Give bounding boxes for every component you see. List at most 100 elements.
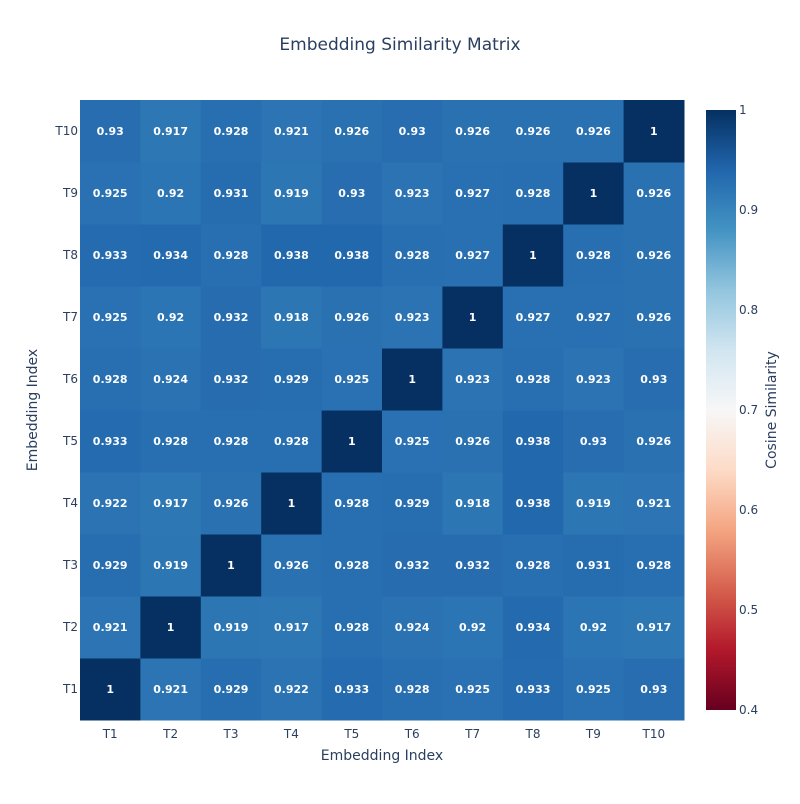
cell-value-label: 0.922	[93, 497, 128, 510]
cell-value-label: 1	[348, 435, 356, 448]
cell-value-label: 0.929	[93, 559, 128, 572]
cell-value-label: 0.93	[399, 125, 426, 138]
colorbar-tick-label: 0.7	[739, 403, 758, 417]
heatmap-cells	[80, 100, 685, 721]
heatmap-cell-T5-T5	[321, 410, 383, 473]
colorbar-tick-label: 0.5	[739, 603, 758, 617]
cell-value-label: 0.921	[93, 621, 128, 634]
cell-value-label: 0.938	[516, 497, 551, 510]
cell-value-label: 0.927	[455, 187, 490, 200]
heatmap-cell-T9-T3	[200, 162, 262, 225]
heatmap-cell-T7-T9	[563, 286, 625, 349]
heatmap-cell-T1-T5	[321, 658, 383, 721]
cell-value-label: 0.926	[636, 187, 671, 200]
cell-value-label: 0.919	[576, 497, 611, 510]
heatmap-cell-T4-T10	[623, 472, 685, 535]
heatmap-cell-T9-T5	[321, 162, 383, 225]
heatmap-cell-T4-T9	[563, 472, 625, 535]
cell-value-label: 0.926	[516, 125, 551, 138]
heatmap-cell-T10-T6	[382, 100, 443, 163]
heatmap-cell-T3-T10	[623, 534, 685, 597]
cell-value-label: 0.931	[214, 187, 249, 200]
y-tick-label: T9	[62, 186, 78, 200]
cell-value-label: 0.928	[334, 497, 369, 510]
y-axis-ticks: T1 T2 T3 T4 T5 T6 T7 T8 T9 T10	[54, 124, 78, 696]
heatmap-cell-T2-T4	[261, 596, 323, 659]
heatmap-cell-T7-T4	[261, 286, 323, 349]
cell-value-label: 0.919	[274, 187, 309, 200]
cell-value-label: 0.921	[274, 125, 309, 138]
cell-value-label: 0.926	[576, 125, 611, 138]
cell-value-label: 0.928	[274, 435, 309, 448]
cell-value-label: 0.917	[153, 125, 188, 138]
cell-value-label: 0.93	[97, 125, 124, 138]
cell-value-label: 0.928	[636, 559, 671, 572]
cell-value-label: 0.933	[93, 249, 128, 262]
cell-value-label: 0.926	[636, 249, 671, 262]
heatmap-cell-T1-T6	[382, 658, 443, 721]
heatmap-cell-T10-T1	[80, 100, 141, 163]
heatmap-cell-T6-T4	[261, 348, 323, 411]
cell-value-label: 0.934	[516, 621, 551, 634]
cell-value-label: 0.934	[153, 249, 188, 262]
heatmap-cell-T5-T7	[442, 410, 504, 473]
y-tick-label: T7	[62, 310, 78, 324]
heatmap-cell-T8-T7	[442, 224, 504, 287]
heatmap-cell-T7-T2	[140, 286, 202, 349]
heatmap-cell-T6-T2	[140, 348, 202, 411]
x-tick-label: T10	[641, 727, 665, 741]
heatmap-cell-T3-T4	[261, 534, 323, 597]
cell-value-label: 0.928	[516, 373, 551, 386]
x-tick-label: T1	[102, 727, 118, 741]
heatmap-cell-T7-T7	[442, 286, 504, 349]
heatmap-cell-T9-T2	[140, 162, 202, 225]
cell-value-label: 0.932	[214, 311, 249, 324]
cell-value-label: 0.921	[636, 497, 671, 510]
x-tick-label: T9	[585, 727, 601, 741]
cell-value-label: 0.92	[157, 311, 184, 324]
cell-value-label: 0.917	[153, 497, 188, 510]
heatmap-cell-T7-T10	[623, 286, 685, 349]
heatmap-cell-T3-T1	[80, 534, 141, 597]
heatmap-cell-T1-T7	[442, 658, 504, 721]
heatmap-cell-T10-T5	[321, 100, 383, 163]
cell-value-label: 1	[590, 187, 598, 200]
colorbar-tick-label: 0.6	[739, 503, 758, 517]
cell-value-label: 0.92	[580, 621, 607, 634]
heatmap-cell-T8-T4	[261, 224, 323, 287]
cell-value-label: 0.925	[334, 373, 369, 386]
cell-value-label: 0.927	[576, 311, 611, 324]
cell-value-label: 0.932	[214, 373, 249, 386]
y-tick-label: T5	[62, 434, 78, 448]
heatmap-cell-T3-T8	[502, 534, 564, 597]
cell-value-label: 0.928	[93, 373, 128, 386]
cell-value-label: 1	[167, 621, 175, 634]
cell-value-label: 0.928	[516, 187, 551, 200]
cell-value-label: 0.925	[93, 187, 128, 200]
heatmap-cell-T4-T4	[261, 472, 323, 535]
heatmap-cell-T10-T7	[442, 100, 504, 163]
cell-value-label: 0.919	[153, 559, 188, 572]
cell-value-label: 0.938	[274, 249, 309, 262]
cell-value-label: 0.929	[395, 497, 430, 510]
cell-value-label: 0.924	[153, 373, 188, 386]
cell-value-label: 0.932	[395, 559, 430, 572]
colorbar-title: Cosine Similarity	[764, 351, 780, 469]
y-tick-label: T8	[62, 248, 78, 262]
heatmap-cell-T5-T4	[261, 410, 323, 473]
heatmap-cell-T6-T10	[623, 348, 685, 411]
colorbar-tick-label: 1	[739, 103, 747, 117]
cell-value-label: 0.919	[214, 621, 249, 634]
heatmap-cell-T9-T7	[442, 162, 504, 225]
cell-value-label: 0.933	[334, 683, 369, 696]
colorbar-tick-label: 0.4	[739, 703, 758, 717]
heatmap-cell-T8-T9	[563, 224, 625, 287]
cell-value-label: 0.926	[334, 311, 369, 324]
heatmap-cell-T5-T9	[563, 410, 625, 473]
heatmap-cell-T5-T10	[623, 410, 685, 473]
cell-value-label: 0.928	[214, 125, 249, 138]
heatmap-cell-T3-T9	[563, 534, 625, 597]
colorbar-tick-label: 0.8	[739, 303, 758, 317]
heatmap-cell-T3-T7	[442, 534, 504, 597]
heatmap-cell-T5-T3	[200, 410, 262, 473]
